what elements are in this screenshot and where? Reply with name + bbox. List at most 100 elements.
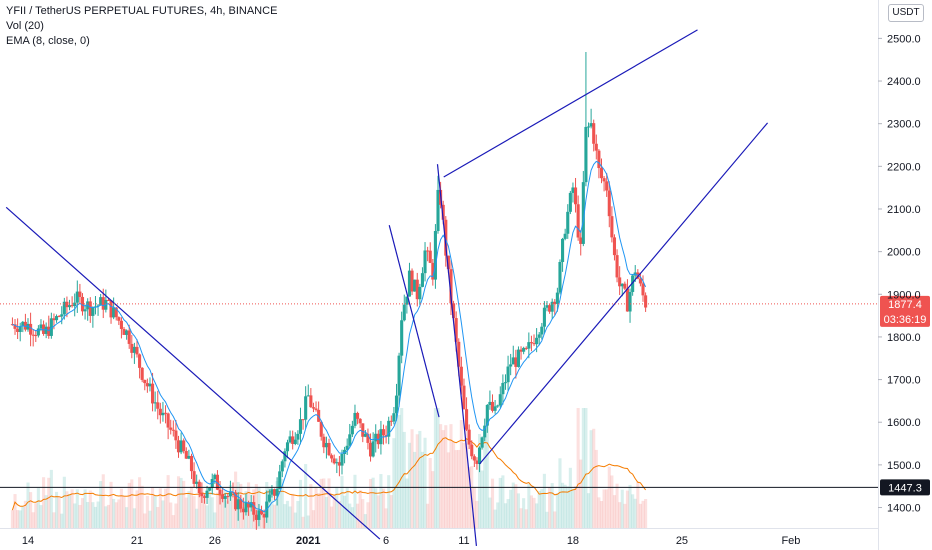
- volume-bar: [407, 442, 412, 528]
- candle-body: [285, 442, 290, 452]
- price-tick-label: 1600.0: [887, 417, 921, 429]
- candle-body: [293, 439, 297, 444]
- candle-body: [444, 219, 448, 256]
- volume-bar: [106, 504, 110, 528]
- candle-body: [208, 487, 212, 491]
- candle-body: [257, 510, 261, 520]
- candle-body: [189, 455, 194, 472]
- volume-bar: [319, 478, 323, 528]
- grid: [0, 0, 879, 550]
- volume-indicator-label[interactable]: Vol (20): [6, 20, 44, 32]
- price-tick-label: 2400.0: [887, 76, 921, 88]
- candle-body: [213, 474, 217, 480]
- candle-body: [573, 187, 578, 205]
- candle-body: [638, 278, 642, 284]
- volume-bar: [60, 513, 64, 528]
- candle-body: [218, 489, 222, 495]
- candle-body: [374, 433, 378, 442]
- time-axis[interactable]: 14 21 26 2021 6 11 18 25 Feb: [22, 535, 801, 547]
- volume-bar: [625, 490, 629, 528]
- volume-bar: [228, 484, 232, 528]
- volume-bar: [99, 481, 103, 528]
- price-axis[interactable]: 2500.0 2400.0 2300.0 2200.0 2100.0 2000.0 1900…: [878, 33, 921, 515]
- volume-bar: [576, 408, 580, 528]
- candle-body: [462, 385, 466, 410]
- volume-bar: [104, 506, 108, 528]
- volume-bar: [322, 478, 326, 528]
- symbol-title[interactable]: YFII / TetherUS PERPETUAL FUTURES, 4h, B…: [6, 5, 278, 17]
- volume-bar: [400, 408, 404, 528]
- volume-bar: [47, 477, 51, 528]
- candle-body: [519, 349, 523, 352]
- candle-body: [239, 499, 243, 509]
- candle-body: [610, 216, 614, 238]
- candle-body: [226, 496, 230, 498]
- volume-bar: [545, 511, 549, 528]
- volume-bar: [254, 484, 258, 528]
- candle-body: [548, 305, 552, 312]
- volume-bar: [511, 482, 515, 528]
- candle-body: [210, 479, 214, 488]
- candle-body: [311, 407, 315, 409]
- candle-body: [345, 445, 349, 450]
- volume-bar: [163, 488, 168, 528]
- candle-body: [485, 404, 489, 426]
- volume-bar: [73, 503, 77, 528]
- candle-body: [21, 321, 25, 327]
- trendlines[interactable]: [5, 29, 769, 546]
- candle-body: [356, 412, 360, 419]
- candle-body: [169, 427, 173, 430]
- candle-body: [423, 250, 427, 274]
- price-tick-label: 1400.0: [887, 503, 921, 515]
- candle-body: [75, 291, 79, 303]
- candle-body: [202, 496, 207, 498]
- volume-bar: [278, 490, 282, 528]
- volume-bar: [537, 490, 541, 528]
- currency-button[interactable]: USDT: [888, 4, 924, 22]
- candle-body: [571, 187, 575, 193]
- candle-body: [470, 444, 474, 457]
- volume-bar: [516, 493, 521, 528]
- volume-bar: [343, 495, 347, 528]
- candle-body: [605, 181, 609, 191]
- candle-body: [280, 461, 284, 472]
- volume-bar: [86, 502, 90, 528]
- volume-bar: [309, 484, 313, 528]
- candle-body: [39, 324, 43, 329]
- volume-bar: [446, 452, 450, 528]
- candle-body: [54, 316, 59, 321]
- candle-body: [52, 318, 56, 321]
- volume-bar: [337, 501, 341, 528]
- candle-body: [296, 433, 300, 440]
- volume-bar: [135, 490, 139, 528]
- candle-body: [563, 233, 567, 239]
- candle-body: [371, 441, 375, 457]
- volume-bar: [96, 501, 100, 528]
- ema-indicator-label[interactable]: EMA (8, close, 0): [6, 35, 90, 47]
- volume-bar: [125, 507, 129, 528]
- volume-bar: [358, 490, 362, 528]
- volume-bar: [462, 442, 466, 528]
- volume-bar: [36, 488, 40, 528]
- volume-bar: [501, 475, 505, 528]
- candle-body: [228, 492, 232, 497]
- time-tick-label: 21: [131, 535, 143, 547]
- volume-bar: [114, 502, 118, 528]
- volume-bar: [472, 487, 476, 528]
- candle-body: [301, 419, 305, 421]
- candle-body: [488, 401, 492, 405]
- candle-body: [270, 489, 274, 495]
- price-tick-label: 2200.0: [887, 161, 921, 173]
- volume-bar: [633, 498, 637, 528]
- candle-body: [368, 442, 373, 457]
- volume-bar: [23, 500, 27, 528]
- volume-bar: [589, 430, 593, 528]
- volume-bar: [522, 498, 526, 528]
- candle-body: [195, 481, 199, 484]
- candle-body: [529, 342, 533, 344]
- candle-body: [332, 458, 336, 464]
- candle-body: [394, 395, 399, 414]
- candle-body: [457, 341, 461, 367]
- volume-bar: [249, 511, 253, 528]
